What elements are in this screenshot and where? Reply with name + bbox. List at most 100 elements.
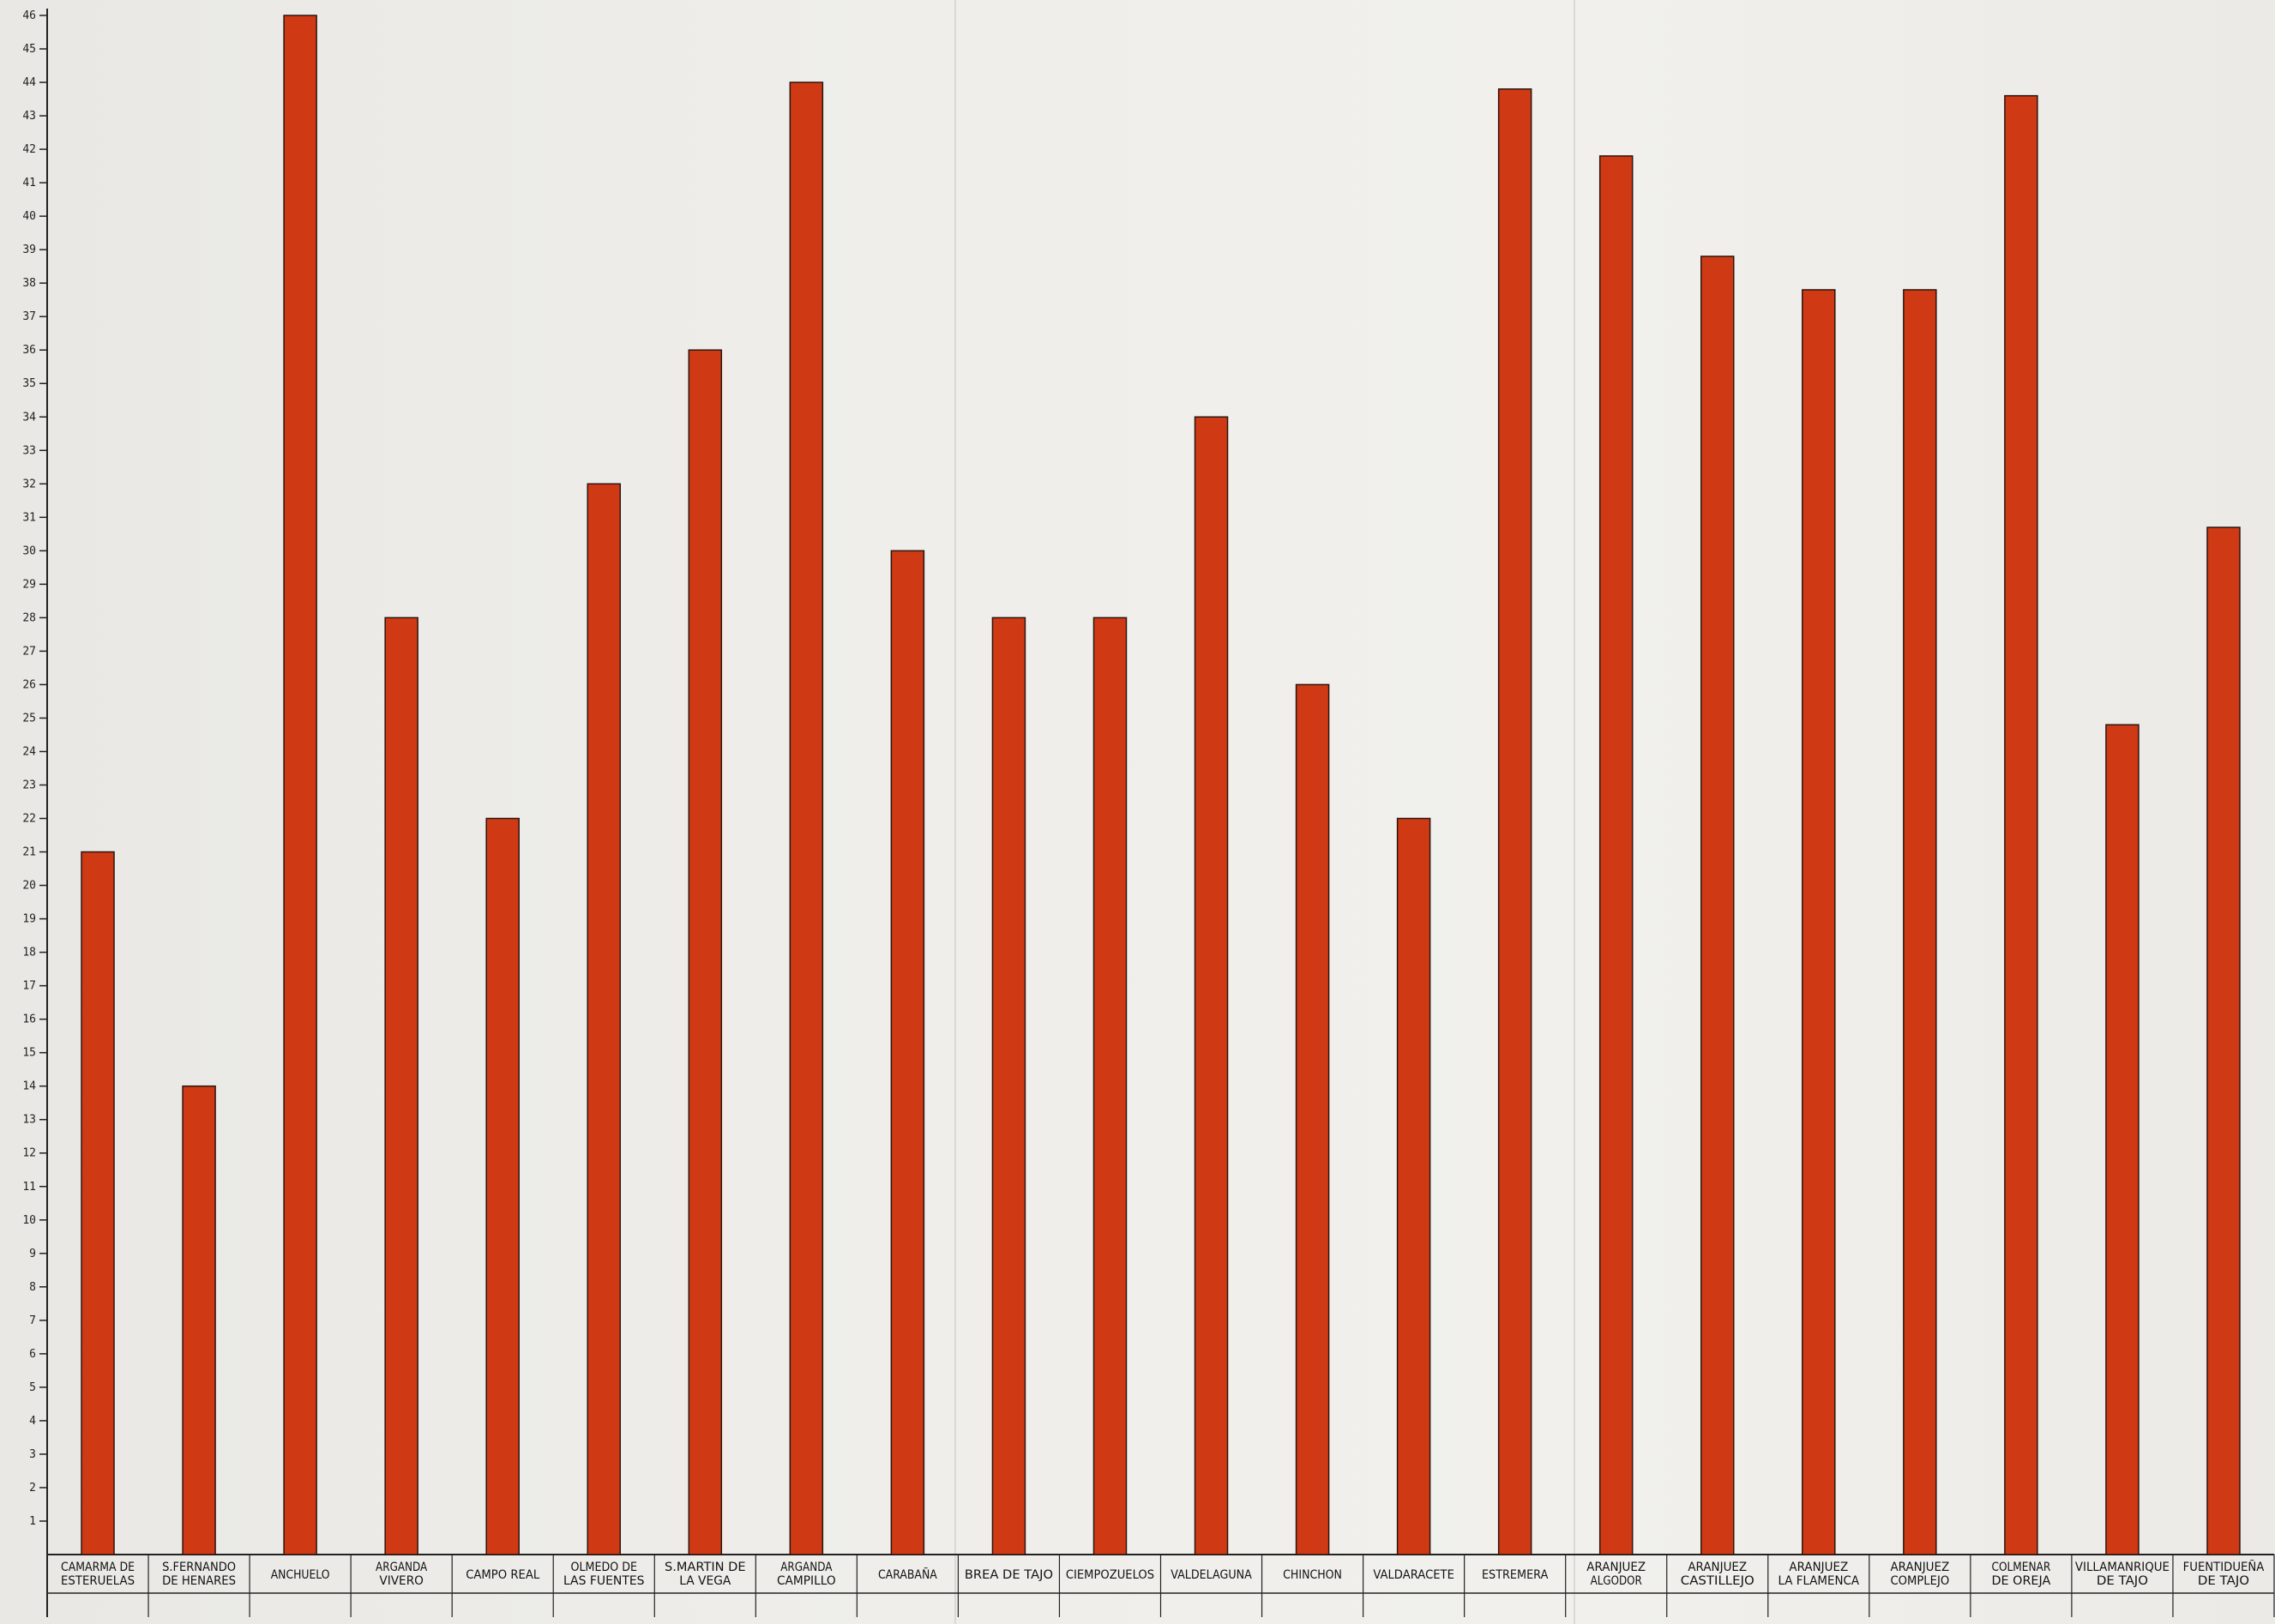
y-tick-label: 45 [22, 43, 36, 56]
category-label: ARGANDA [780, 1561, 833, 1574]
y-tick-label: 17 [22, 980, 36, 993]
category-label: DE TAJO [2097, 1574, 2148, 1588]
y-tick-label: 41 [22, 177, 36, 189]
bar [587, 483, 621, 1555]
y-tick-label: 36 [22, 344, 36, 357]
category-label: DE OREJA [1991, 1574, 2050, 1588]
category-label: ESTREMERA [1482, 1568, 1549, 1582]
category-label: OLMEDO DE [571, 1561, 637, 1574]
category-label: ARANJUEZ [1586, 1561, 1646, 1574]
category-label: CAMPO REAL [466, 1568, 539, 1582]
category-label: VIVERO [379, 1574, 424, 1588]
category-label: BREA DE TAJO [965, 1568, 1053, 1582]
category-label: VALDARACETE [1373, 1568, 1454, 1582]
category-label: ANCHUELO [271, 1568, 330, 1582]
y-tick-label: 5 [29, 1381, 36, 1394]
y-tick-label: 43 [22, 110, 36, 123]
y-tick-label: 7 [29, 1314, 36, 1327]
y-tick-label: 3 [29, 1448, 36, 1461]
category-label: ESTERUELAS [61, 1574, 135, 1588]
y-tick-label: 15 [22, 1047, 36, 1060]
bar [991, 617, 1026, 1555]
y-tick-label: 24 [22, 745, 36, 758]
y-tick-label: 6 [29, 1348, 36, 1361]
category-label: LA VEGA [679, 1574, 731, 1588]
category-label: DE TAJO [2198, 1574, 2249, 1588]
y-tick-label: 33 [22, 444, 36, 457]
y-tick-label: 19 [22, 913, 36, 926]
y-tick-label: 31 [22, 511, 36, 524]
bar [890, 550, 925, 1555]
bar [2206, 526, 2241, 1555]
category-label: COMPLEJO [1890, 1574, 1949, 1588]
y-tick-label: 16 [22, 1013, 36, 1026]
y-tick-label: 29 [22, 578, 36, 591]
category-label: S.FERNANDO [162, 1561, 236, 1574]
paper-fold-line [1574, 0, 1575, 1624]
bar [1396, 817, 1431, 1555]
y-tick-label: 34 [22, 411, 36, 424]
y-tick-label: 39 [22, 244, 36, 256]
y-tick-label: 23 [22, 779, 36, 792]
category-label: ALGODOR [1591, 1574, 1642, 1588]
y-tick-label: 32 [22, 478, 36, 490]
bar [81, 851, 115, 1555]
y-tick-label: 46 [22, 9, 36, 22]
category-label: CIEMPOZUELOS [1066, 1568, 1154, 1582]
bar [688, 349, 723, 1555]
y-tick-label: 10 [22, 1214, 36, 1227]
y-tick-label: 12 [22, 1147, 36, 1160]
y-tick-label: 27 [22, 645, 36, 658]
y-tick-label: 40 [22, 210, 36, 223]
y-tick-label: 35 [22, 377, 36, 390]
category-label: S.MARTIN DE [665, 1561, 746, 1574]
category-label: LA FLAMENCA [1778, 1574, 1859, 1588]
y-tick-label: 26 [22, 678, 36, 691]
bar [1903, 289, 1937, 1555]
bar [1092, 617, 1128, 1555]
bar [789, 81, 824, 1555]
category-label: CAMARMA DE [61, 1561, 135, 1574]
bar [182, 1085, 216, 1555]
y-tick-label: 11 [22, 1181, 36, 1194]
y-tick-label: 37 [22, 310, 36, 323]
category-label: LAS FUENTES [563, 1574, 645, 1588]
y-tick-label: 38 [22, 277, 36, 290]
category-label: CASTILLEJO [1681, 1574, 1754, 1588]
category-label: CHINCHON [1283, 1568, 1342, 1582]
y-tick-label: 42 [22, 143, 36, 156]
y-tick-label: 44 [22, 76, 36, 89]
bar [283, 15, 317, 1555]
category-label: CAMPILLO [777, 1574, 836, 1588]
y-tick-label: 30 [22, 544, 36, 557]
y-tick-label: 1 [29, 1515, 36, 1528]
y-tick-label: 13 [22, 1114, 36, 1127]
bar [1598, 155, 1634, 1555]
category-label: ARANJUEZ [1688, 1561, 1747, 1574]
bar [1295, 683, 1330, 1555]
category-label: VALDELAGUNA [1171, 1568, 1252, 1582]
category-label: VILLAMANRIQUE [2075, 1561, 2170, 1574]
y-tick-label: 9 [29, 1248, 36, 1260]
category-label: ARANJUEZ [1789, 1561, 1848, 1574]
bar [2004, 94, 2038, 1555]
y-tick-label: 18 [22, 947, 36, 959]
bar [2105, 724, 2140, 1555]
y-tick-label: 22 [22, 813, 36, 826]
y-tick-label: 21 [22, 846, 36, 859]
y-tick-label: 8 [29, 1281, 36, 1294]
y-tick-label: 4 [29, 1415, 36, 1428]
paper-fold-line [954, 0, 956, 1624]
y-tick-label: 2 [29, 1482, 36, 1495]
category-label: ARGANDA [376, 1561, 428, 1574]
category-label: ARANJUEZ [1890, 1561, 1949, 1574]
category-label: FUENTIDUEÑA [2183, 1560, 2265, 1574]
bar [485, 817, 520, 1555]
y-tick-label: 28 [22, 611, 36, 624]
category-label: DE HENARES [162, 1574, 236, 1588]
y-tick-label: 14 [22, 1080, 36, 1093]
y-tick-label: 25 [22, 712, 36, 725]
bar [1497, 88, 1532, 1555]
